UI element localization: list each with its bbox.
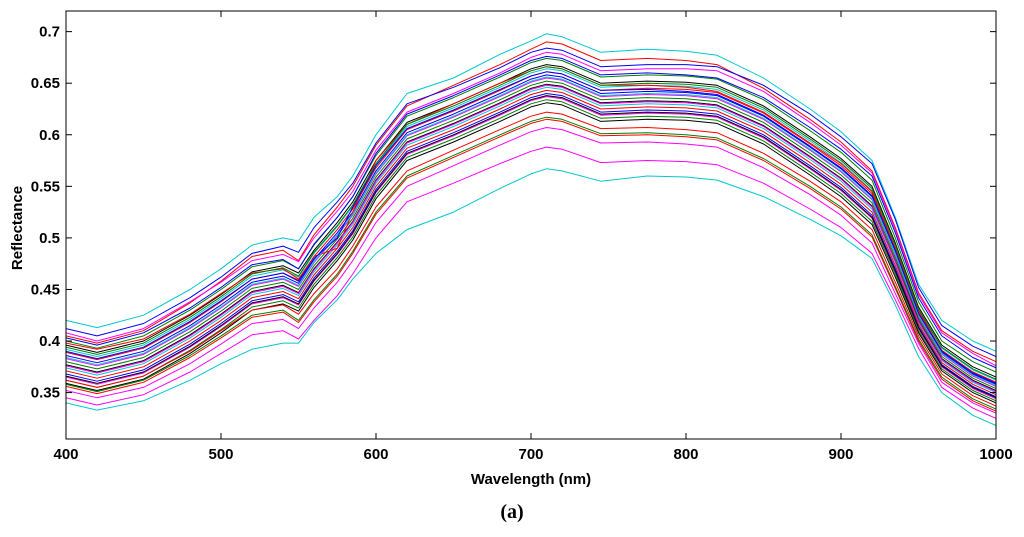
series-line-6 — [66, 64, 996, 378]
x-tick-label-400: 400 — [53, 446, 78, 463]
y-axis-title: Reflectance — [9, 186, 26, 270]
plot-background — [66, 11, 996, 439]
series-line-15 — [66, 93, 996, 398]
series-line-13 — [66, 86, 996, 394]
series-line-26 — [66, 111, 996, 407]
caption-open-paren: ( — [500, 501, 507, 523]
series-line-27 — [66, 116, 996, 410]
series-line-22 — [66, 76, 996, 386]
x-tick-label-1000: 1000 — [979, 446, 1012, 463]
y-tick-label-0.65: 0.65 — [31, 75, 60, 92]
chart: 400 500 600 700 800 900 1000 0.35 0.4 0.45 0.5 0.55… — [9, 10, 1013, 488]
series-line-30 — [66, 146, 996, 419]
series-line-3 — [66, 47, 996, 357]
series-line-4 — [66, 51, 996, 367]
series-line-20 — [66, 55, 996, 369]
figure-caption: (a) — [0, 501, 1024, 524]
series-line-1 — [66, 33, 996, 352]
y-tick-label-0.4: 0.4 — [39, 333, 61, 350]
y-tick-label-0.55: 0.55 — [31, 178, 60, 195]
y-tick-label-0.6: 0.6 — [39, 127, 60, 144]
y-tick-label-0.35: 0.35 — [31, 385, 60, 402]
y-tick-label-0.45: 0.45 — [31, 281, 60, 298]
x-tick-label-800: 800 — [673, 446, 698, 463]
series-line-24 — [66, 95, 996, 399]
series-line-21 — [66, 66, 996, 380]
series-line-12 — [66, 83, 996, 391]
series-line-14 — [66, 89, 996, 396]
x-tick-label-900: 900 — [828, 446, 853, 463]
series-line-28 — [66, 127, 996, 414]
series-line-31 — [66, 168, 996, 427]
series-line-23 — [66, 84, 996, 393]
caption-letter: a — [507, 501, 517, 523]
series-line-17 — [66, 99, 996, 402]
series-line-7 — [66, 68, 996, 381]
caption-close-paren: ) — [517, 501, 524, 523]
x-tick-label-700: 700 — [518, 446, 543, 463]
x-axis-title: Wavelength (nm) — [471, 471, 591, 488]
x-tick-label-500: 500 — [208, 446, 233, 463]
series-line-5 — [66, 57, 996, 373]
y-tick-label-0.7: 0.7 — [39, 24, 60, 41]
series-layer — [66, 33, 996, 427]
series-line-11 — [66, 80, 996, 389]
tick-layer: 400 500 600 700 800 900 1000 0.35 0.4 0.45 0.5 0.55… — [31, 11, 1013, 463]
series-line-29 — [66, 118, 996, 412]
series-line-25 — [66, 71, 996, 384]
series-line-2 — [66, 41, 996, 363]
x-tick-label-600: 600 — [363, 446, 388, 463]
y-tick-label-0.5: 0.5 — [39, 230, 60, 247]
